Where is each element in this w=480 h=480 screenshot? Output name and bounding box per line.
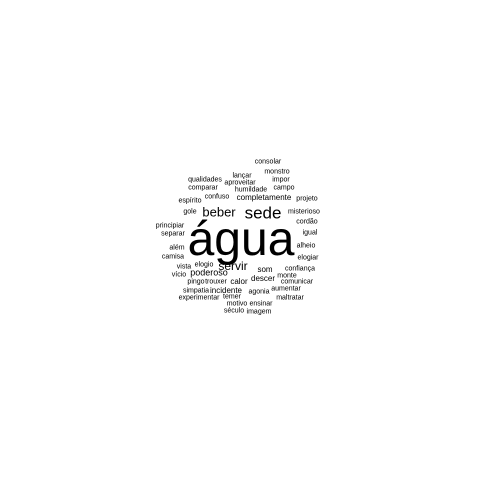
- word-vicio: vício: [171, 271, 187, 279]
- word-principiar: principiar: [155, 222, 185, 230]
- word-poderoso: poderoso: [190, 267, 228, 278]
- word-gole: gole: [183, 208, 197, 216]
- word-separar: separar: [161, 230, 185, 238]
- word-pingo: pingo: [187, 278, 205, 286]
- word-projeto: projeto: [296, 195, 318, 203]
- word-confianca: confiança: [285, 265, 315, 273]
- word-calor: calor: [230, 277, 248, 286]
- word-espirito: espírito: [178, 197, 202, 205]
- word-elogio: elogio: [194, 261, 214, 269]
- word-maltratar: maltratar: [276, 294, 304, 302]
- word-campo: campo: [273, 184, 295, 192]
- word-cordao: cordão: [296, 218, 318, 226]
- word-motivo: motivo: [226, 300, 248, 308]
- word-alheio: alheio: [296, 242, 316, 250]
- word-imagem: imagem: [246, 308, 272, 316]
- word-ensinar: ensinar: [249, 300, 273, 308]
- word-simpatia: simpatia: [182, 287, 210, 295]
- word-incidente: incidente: [209, 286, 243, 295]
- word-impor: impor: [272, 176, 290, 184]
- word-camisa: camisa: [161, 253, 185, 261]
- word-aumentar: aumentar: [271, 285, 301, 293]
- word-trouxer: trouxer: [205, 278, 227, 286]
- word-elogiar: elogiar: [297, 254, 319, 262]
- word-lancar: lançar: [232, 172, 252, 180]
- word-vista: vista: [176, 263, 192, 271]
- word-sede: sede: [244, 203, 282, 223]
- word-beber: beber: [202, 204, 236, 220]
- word-misterioso: misterioso: [288, 208, 320, 216]
- word-alem: além: [169, 244, 185, 252]
- word-som: som: [257, 265, 273, 274]
- word-agua: água: [187, 213, 295, 266]
- word-comparar: comparar: [188, 184, 218, 192]
- word-qualidades: qualidades: [188, 176, 222, 184]
- word-completamente: completamente: [236, 193, 292, 202]
- word-consolar: consolar: [254, 158, 282, 166]
- word-confuso: confuso: [204, 193, 230, 201]
- word-aproveitar: aproveitar: [224, 179, 256, 187]
- word-monstro: monstro: [264, 168, 290, 176]
- word-temer: temer: [223, 293, 241, 301]
- word-agonia: agonia: [248, 288, 270, 296]
- word-descer: descer: [250, 274, 276, 283]
- word-humildade: humildade: [234, 186, 268, 194]
- word-comunicar: comunicar: [280, 278, 314, 286]
- word-experimentar: experimentar: [178, 294, 220, 302]
- word-monte: monte: [277, 272, 297, 280]
- word-servir: servir: [218, 259, 248, 273]
- word-igual: igual: [302, 229, 318, 237]
- word-seculo: século: [223, 307, 245, 315]
